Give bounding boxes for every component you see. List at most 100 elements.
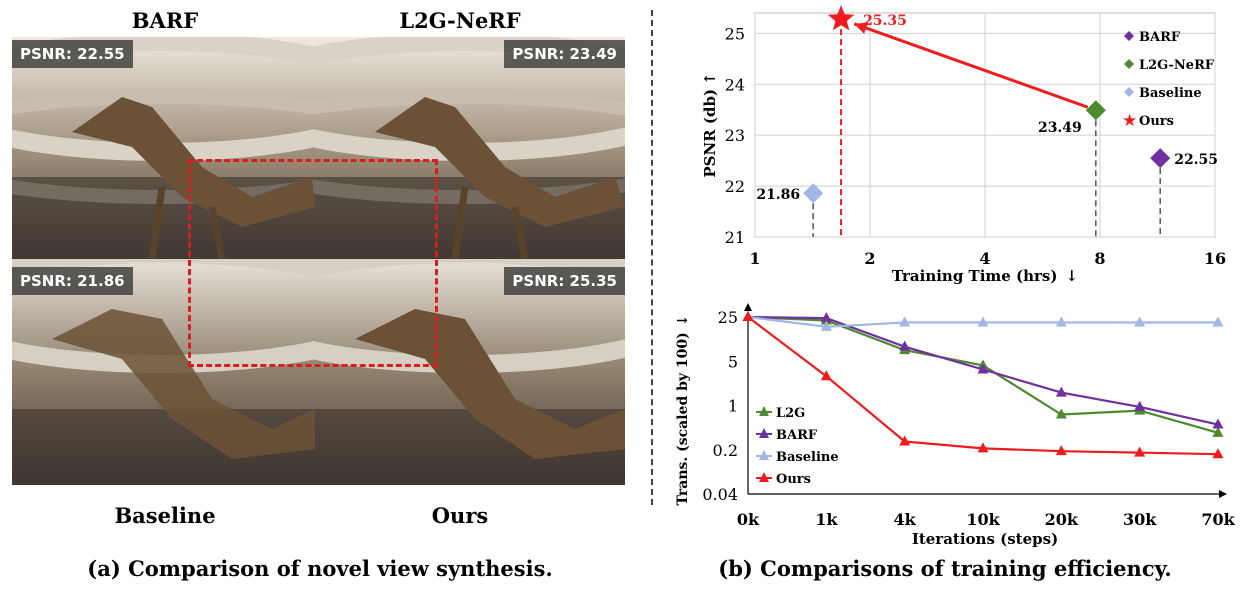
- museum-scene-ours: [315, 259, 625, 485]
- legend-marker-baseline: [759, 450, 769, 460]
- bottom-chart-x-ticks: 0k 1k 4k 10k 20k 30k 70k: [737, 510, 1236, 529]
- point-barf-70k: [1212, 418, 1224, 429]
- panel-divider: [651, 10, 653, 505]
- point-barf-20k: [1055, 386, 1067, 397]
- point-label-barf: 22.55: [1174, 152, 1218, 168]
- point-l2g-20k: [1055, 408, 1067, 419]
- point-ours-1k: [820, 370, 832, 381]
- legend-marker-l2g-nerf: [1124, 59, 1134, 69]
- point-baseline-30k: [1134, 316, 1146, 327]
- point-baseline-4k: [899, 316, 911, 327]
- top-ytick-23: 23: [725, 126, 745, 145]
- top-chart-legend: BARF L2G-NeRF Baseline★ Ours: [1122, 30, 1215, 131]
- zoom-crop-box: [188, 159, 438, 367]
- point-barf-1k: [820, 312, 832, 323]
- point-baseline-1k: [820, 320, 832, 331]
- top-xtick-8: 8: [1094, 249, 1105, 268]
- series-line-ours: [747, 316, 1219, 456]
- bottom-ytick-0-2: 0.2: [713, 441, 738, 460]
- bottom-chart-ylabel: Trans. (scaled by 100)↓: [675, 314, 691, 505]
- point-ours: [827, 5, 855, 31]
- legend-label-l2g: L2G: [776, 406, 805, 421]
- point-l2g-nerf: [1085, 100, 1106, 121]
- point-baseline: [803, 183, 824, 204]
- bottom-ytick-5: 5: [728, 352, 738, 371]
- point-baseline-70k: [1212, 316, 1224, 327]
- top-xtick-16: 16: [1204, 249, 1226, 268]
- top-xtick-2: 2: [864, 249, 875, 268]
- legend-marker-l2g: [759, 406, 769, 416]
- psnr-badge-ours: PSNR: 25.35: [504, 267, 625, 295]
- point-baseline-20k: [1055, 316, 1067, 327]
- caption-a: (a) Comparison of novel view synthesis.: [87, 556, 553, 581]
- improvement-arrow-head: [854, 22, 869, 34]
- bottom-chart-y-ticks: 25 5 1 0.2 0.04: [702, 308, 738, 504]
- point-baseline-10k: [977, 316, 989, 327]
- caption-b: (b) Comparisons of training efficiency.: [718, 556, 1172, 581]
- bottom-xtick-1k: 1k: [815, 510, 838, 529]
- image-barf: PSNR: 22.55: [12, 37, 315, 259]
- legend-marker-baseline: [1124, 87, 1134, 97]
- top-chart-xlabel: Training Time (hrs) ↓: [892, 267, 1078, 285]
- bottom-xtick-20k: 20k: [1045, 510, 1079, 529]
- top-chart-x-ticks: 1 2 4 8 16: [749, 249, 1226, 268]
- bottom-ytick-25: 25: [718, 308, 738, 327]
- bottom-chart-legend: L2G BARF Baseline Ours: [756, 406, 839, 487]
- legend-label-barf: BARF: [1139, 30, 1181, 45]
- bottom-chart-xlabel: Iterations (steps): [912, 530, 1058, 548]
- point-ours-0k: [742, 311, 754, 322]
- point-ours-4k: [899, 435, 911, 446]
- label-ours: Ours: [431, 503, 489, 528]
- top-chart-y-ticks: 21 22 23 24 25: [725, 24, 745, 247]
- image-l2g-nerf: PSNR: 23.49: [315, 37, 625, 259]
- bottom-ytick-1: 1: [728, 397, 738, 416]
- bottom-y-axis-arrow: [744, 303, 752, 311]
- museum-scene-barf: [12, 37, 315, 259]
- image-baseline: PSNR: 21.86: [12, 259, 315, 485]
- point-ours-30k: [1134, 446, 1146, 457]
- point-barf: [1150, 148, 1171, 169]
- legend-label-baseline: Baseline: [1139, 86, 1202, 101]
- top-chart-ylabel: PSNR (db)↑: [701, 72, 719, 177]
- top-chart-marks: 22.55 23.49 21.86 25.35: [756, 5, 1218, 237]
- point-label-l2g-nerf: 23.49: [1038, 120, 1082, 136]
- bottom-x-axis-arrow: [1219, 490, 1227, 498]
- label-baseline: Baseline: [114, 503, 216, 528]
- point-l2g-70k: [1212, 426, 1224, 437]
- bottom-xtick-10k: 10k: [966, 510, 1000, 529]
- top-ytick-21: 21: [725, 228, 745, 247]
- legend-label-baseline: Baseline: [776, 450, 839, 465]
- image-ours: PSNR: 25.35: [315, 259, 625, 485]
- museum-scene-l2g: [315, 37, 625, 259]
- legend-marker-ours: ★: [1122, 111, 1137, 131]
- legend-label-ours: Ours: [1139, 114, 1174, 129]
- point-ours-70k: [1212, 448, 1224, 459]
- legend-marker-barf: [759, 428, 769, 438]
- legend-label-barf: BARF: [776, 428, 818, 443]
- point-ours-20k: [1055, 445, 1067, 456]
- bottom-xtick-30k: 30k: [1123, 510, 1157, 529]
- top-ytick-25: 25: [725, 24, 745, 43]
- top-ytick-24: 24: [725, 75, 745, 94]
- top-ytick-22: 22: [725, 177, 745, 196]
- top-xtick-4: 4: [979, 249, 990, 268]
- museum-scene-baseline: [12, 259, 315, 485]
- legend-label-ours: Ours: [776, 472, 811, 487]
- psnr-badge-barf: PSNR: 22.55: [12, 40, 133, 68]
- point-ours-10k: [977, 442, 989, 453]
- point-label-baseline: 21.86: [756, 187, 800, 203]
- legend-marker-ours: [759, 472, 769, 482]
- bottom-chart-lines: [742, 311, 1224, 459]
- bottom-xtick-70k: 70k: [1201, 510, 1235, 529]
- psnr-badge-baseline: PSNR: 21.86: [12, 267, 133, 295]
- improvement-arrow-line: [853, 22, 1089, 109]
- point-barf-10k: [977, 363, 989, 374]
- bottom-xtick-0k: 0k: [737, 510, 760, 529]
- top-chart-grid: [754, 13, 1216, 238]
- bottom-ytick-0-04: 0.04: [702, 485, 738, 504]
- legend-marker-barf: [1124, 31, 1134, 41]
- bottom-chart: 25 5 1 0.2 0.04 0k 1k 4k 10k 20k 30k 70k L2G BARF Ba…: [675, 303, 1236, 548]
- label-l2g-nerf: L2G-NeRF: [399, 8, 521, 33]
